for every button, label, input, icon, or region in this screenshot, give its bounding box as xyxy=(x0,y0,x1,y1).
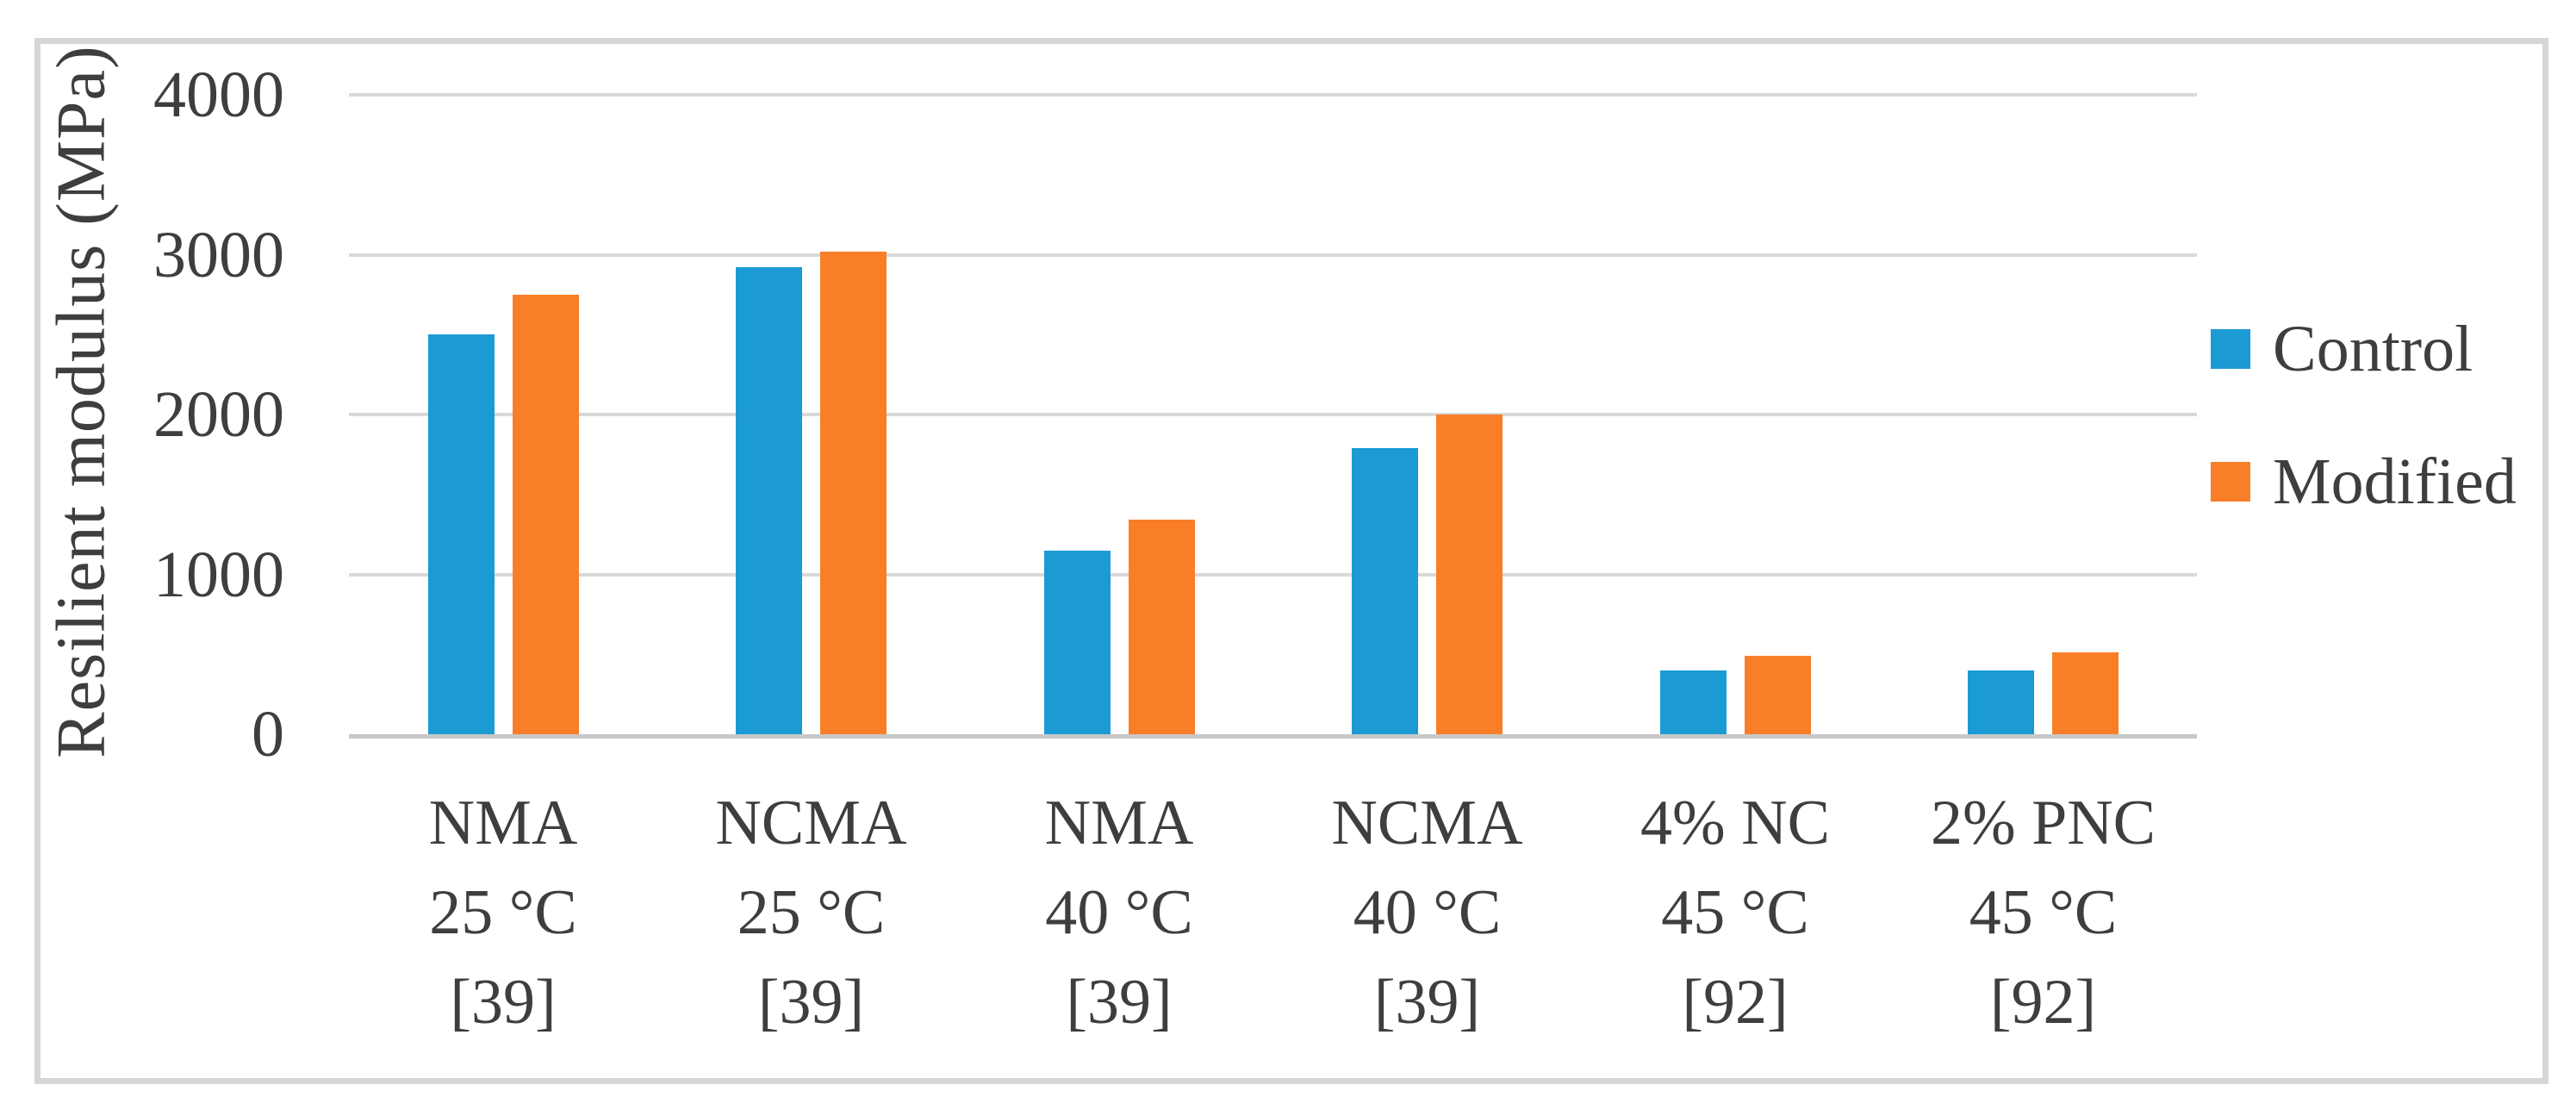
y-tick-label: 0 xyxy=(252,698,284,770)
x-category-label-line: [39] xyxy=(757,967,865,1038)
x-category-label-line: 40 °C xyxy=(1045,877,1193,948)
x-category-label-line: 4% NC xyxy=(1640,788,1830,858)
x-category-label: NCMA 40 °C [39] xyxy=(1273,778,1581,1047)
bar-modified xyxy=(1744,656,1811,734)
x-category-label-line: 45 °C xyxy=(1661,877,1809,948)
bar-control xyxy=(1968,670,2034,734)
y-tick-label: 3000 xyxy=(153,219,284,291)
bar-group xyxy=(965,95,1273,734)
bar-group xyxy=(1581,95,1889,734)
bar-group xyxy=(657,95,965,734)
x-category-label-line: NMA xyxy=(1044,788,1194,858)
x-category-label: NCMA 25 °C [39] xyxy=(657,778,965,1047)
legend-item-modified: Modified xyxy=(2211,446,2517,518)
gridline xyxy=(349,413,2197,416)
bar-group xyxy=(1273,95,1581,734)
bar-modified xyxy=(512,295,579,734)
x-category-label: 2% PNC 45 °C [92] xyxy=(1889,778,2197,1047)
x-category-label-line: 25 °C xyxy=(737,877,886,948)
bar-modified xyxy=(1128,520,1195,734)
legend-label: Control xyxy=(2273,312,2473,385)
x-category-label-line: NCMA xyxy=(1331,788,1523,858)
x-category-label-line: 45 °C xyxy=(1969,877,2118,948)
x-category-label-line: 40 °C xyxy=(1353,877,1502,948)
bar-control xyxy=(1352,448,1418,734)
x-category-label: 4% NC 45 °C [92] xyxy=(1581,778,1889,1047)
bar-modified xyxy=(2052,652,2119,734)
bar-group xyxy=(349,95,657,734)
x-category-label-line: NCMA xyxy=(715,788,907,858)
legend-label: Modified xyxy=(2273,445,2517,518)
x-category-label-line: [39] xyxy=(1373,967,1481,1038)
bar-control xyxy=(736,267,802,734)
bar-modified xyxy=(1436,415,1503,734)
y-tick-label: 1000 xyxy=(153,539,284,611)
x-category-label-line: [92] xyxy=(1989,967,2097,1038)
gridline xyxy=(349,253,2197,257)
x-category-label: NMA 25 °C [39] xyxy=(349,778,657,1047)
bar-group xyxy=(1889,95,2197,734)
x-category-label: NMA 40 °C [39] xyxy=(965,778,1273,1047)
bar-control xyxy=(427,334,495,734)
bar-control xyxy=(1659,670,1727,734)
gridline xyxy=(349,93,2197,97)
x-category-label-line: [92] xyxy=(1682,967,1789,1038)
bar-modified xyxy=(820,252,887,734)
x-category-label-line: 25 °C xyxy=(429,877,577,948)
gridline xyxy=(349,573,2197,577)
x-category-label-line: 2% PNC xyxy=(1930,788,2156,858)
x-category-label-line: [39] xyxy=(450,967,557,1038)
bar-control xyxy=(1043,551,1111,734)
x-category-label-line: [39] xyxy=(1066,967,1173,1038)
legend-item-control: Control xyxy=(2211,313,2473,385)
x-category-label-line: NMA xyxy=(428,788,578,858)
y-tick-label: 4000 xyxy=(153,59,284,131)
legend-swatch-icon xyxy=(2211,329,2250,369)
legend-swatch-icon xyxy=(2211,462,2250,502)
y-tick-label: 2000 xyxy=(153,378,284,451)
plot-area xyxy=(349,93,2197,739)
